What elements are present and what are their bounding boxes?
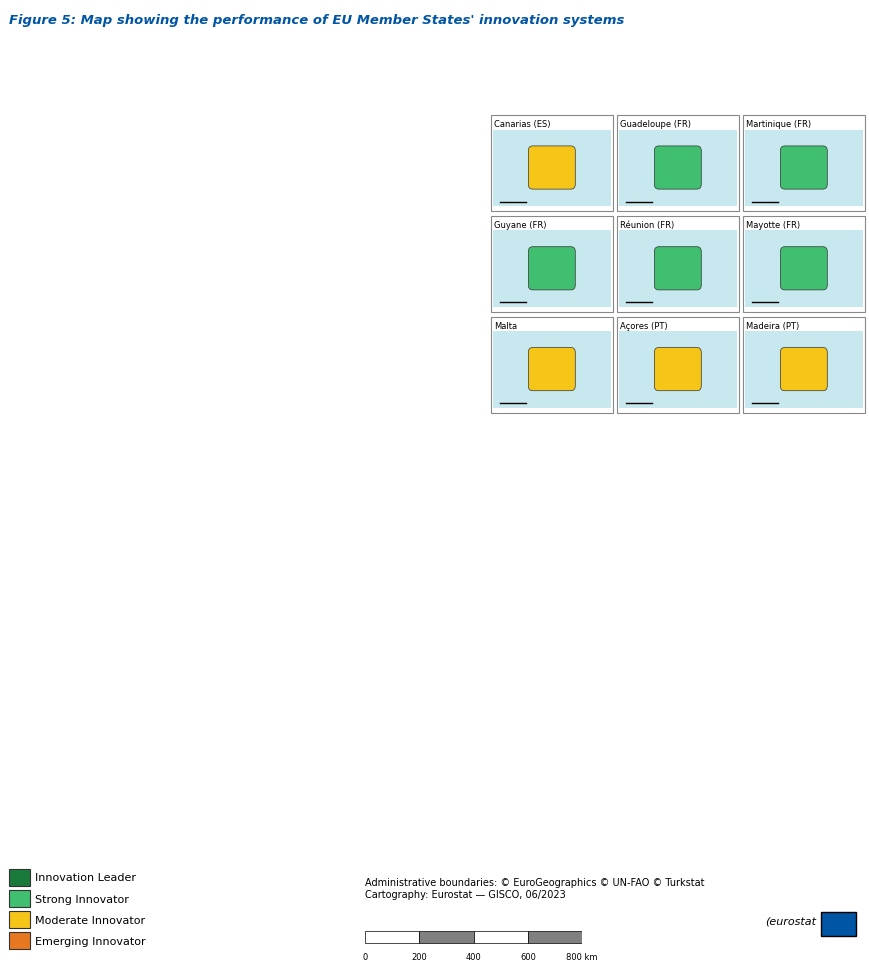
Text: Réunion (FR): Réunion (FR) [620, 221, 674, 229]
Text: Malta: Malta [494, 322, 518, 330]
Text: Madeira (PT): Madeira (PT) [746, 322, 799, 330]
Text: Canarias (ES): Canarias (ES) [494, 120, 551, 129]
Text: 400: 400 [466, 952, 481, 960]
Text: 600: 600 [520, 952, 536, 960]
Text: Innovation Leader: Innovation Leader [35, 874, 136, 883]
Bar [474, 931, 527, 943]
Text: Mayotte (FR): Mayotte (FR) [746, 221, 800, 229]
Text: Figure 5: Map showing the performance of EU Member States' innovation systems: Figure 5: Map showing the performance of… [9, 14, 624, 28]
Text: Martinique (FR): Martinique (FR) [746, 120, 812, 129]
Text: 200: 200 [411, 952, 428, 960]
Text: 800 km: 800 km [567, 952, 598, 960]
Text: Moderate Innovator: Moderate Innovator [35, 916, 145, 925]
Text: (eurostat: (eurostat [765, 917, 816, 926]
Bar [419, 931, 474, 943]
Bar [365, 931, 419, 943]
Text: Guyane (FR): Guyane (FR) [494, 221, 547, 229]
Text: Guadeloupe (FR): Guadeloupe (FR) [620, 120, 692, 129]
Text: 0: 0 [362, 952, 368, 960]
Text: Açores (PT): Açores (PT) [620, 322, 668, 330]
Bar [527, 931, 582, 943]
Text: Administrative boundaries: © EuroGeographics © UN-FAO © Turkstat
Cartography: Eu: Administrative boundaries: © EuroGeograp… [365, 878, 705, 900]
Text: Strong Innovator: Strong Innovator [35, 895, 129, 904]
Text: Emerging Innovator: Emerging Innovator [35, 937, 145, 947]
